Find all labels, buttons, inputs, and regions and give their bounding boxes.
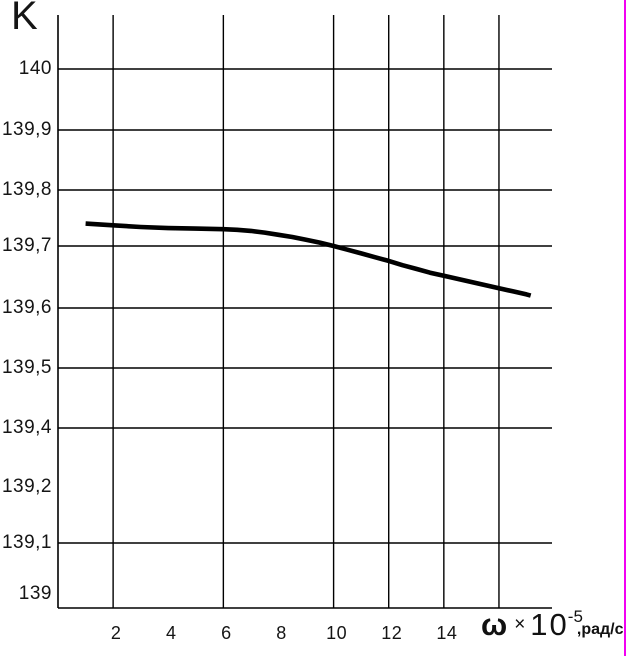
multiply-symbol: × bbox=[514, 614, 526, 635]
y-tick-label: 139 bbox=[18, 583, 52, 604]
data-curve bbox=[85, 221, 532, 298]
y-axis-title: K bbox=[11, 0, 38, 38]
y-tick-label: 139,5 bbox=[1, 357, 52, 378]
y-tick-label: 139,9 bbox=[1, 119, 52, 140]
y-tick-label: 139,8 bbox=[1, 179, 52, 200]
y-tick-label: 139,2 bbox=[1, 476, 52, 497]
x-tick-label: 10 bbox=[326, 623, 348, 643]
y-tick-label: 140 bbox=[18, 58, 52, 79]
power-exponent: -5 bbox=[567, 607, 583, 626]
omega-symbol: ω bbox=[481, 607, 508, 642]
x-tick-label: 6 bbox=[221, 623, 232, 643]
y-tick-label: 139,7 bbox=[1, 235, 52, 256]
x-tick-label: 12 bbox=[381, 623, 403, 643]
x-tick-label: 14 bbox=[436, 623, 458, 643]
x-tick-label: 4 bbox=[165, 623, 177, 643]
y-tick-label: 139,1 bbox=[1, 532, 52, 553]
x-tick-label: 2 bbox=[110, 623, 122, 643]
axis-unit-text: ,рад/с bbox=[576, 621, 624, 638]
y-tick-label: 139,4 bbox=[1, 417, 52, 438]
y-tick-label: 139,6 bbox=[1, 297, 52, 318]
power-base: 10 bbox=[530, 607, 569, 642]
scan-artifact-line bbox=[624, 0, 626, 656]
x-tick-label: 8 bbox=[276, 623, 287, 643]
x-axis-title: ω × 10-5,рад/с bbox=[481, 607, 624, 643]
